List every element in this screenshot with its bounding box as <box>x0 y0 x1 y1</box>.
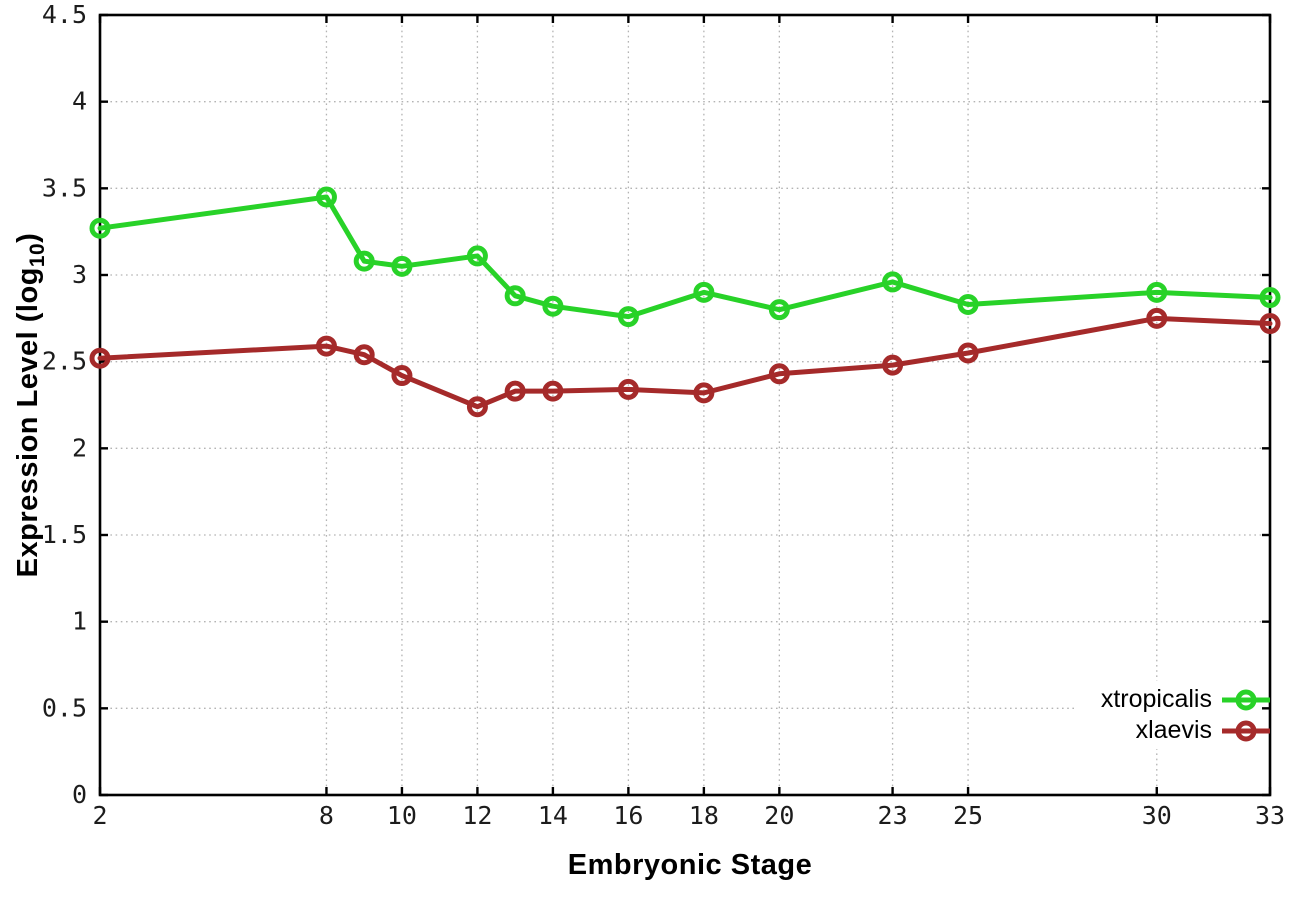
x-tick-label: 14 <box>538 801 568 830</box>
y-axis-title-subscript: 10 <box>25 242 49 268</box>
data-point-xtropicalis <box>353 250 375 272</box>
legend: xtropicalis xlaevis <box>1101 684 1270 746</box>
x-tick-label: 8 <box>319 801 334 830</box>
data-point-xlaevis <box>1146 307 1168 329</box>
data-point-xlaevis <box>617 378 639 400</box>
x-tick-label: 12 <box>462 801 492 830</box>
legend-label-xlaevis: xlaevis <box>1135 716 1212 744</box>
legend-marker-icon <box>1235 720 1257 741</box>
legend-label-xtropicalis: xtropicalis <box>1100 685 1212 713</box>
data-point-xlaevis <box>882 354 904 376</box>
x-tick-label: 16 <box>613 801 643 830</box>
data-point-xtropicalis <box>1146 281 1168 303</box>
data-point-xtropicalis <box>882 271 904 293</box>
data-point-xlaevis <box>466 396 488 418</box>
data-point-xtropicalis <box>693 281 715 303</box>
data-point-xlaevis <box>768 363 790 385</box>
x-tick-label: 23 <box>878 801 908 830</box>
data-point-xlaevis <box>89 347 111 369</box>
data-point-xtropicalis <box>1259 287 1281 309</box>
data-point-xlaevis <box>353 344 375 366</box>
legend-sample-xtropicalis <box>1222 689 1270 710</box>
data-point-xlaevis <box>315 335 337 357</box>
y-tick-label: 4 <box>72 87 87 116</box>
x-tick-label: 2 <box>92 801 107 830</box>
data-point-xtropicalis <box>391 255 413 277</box>
legend-background <box>1074 681 1270 749</box>
y-tick-label: 3.5 <box>42 173 87 202</box>
data-point-xlaevis <box>693 382 715 404</box>
y-tick-label: 0 <box>72 780 87 809</box>
data-point-xlaevis <box>391 365 413 387</box>
legend-item-xtropicalis: xtropicalis <box>1101 684 1270 715</box>
y-axis-title: Expression Level (log10) <box>12 233 50 578</box>
series-line-xlaevis <box>97 315 1273 410</box>
y-tick-label: 4.5 <box>42 0 87 29</box>
data-point-xtropicalis <box>89 217 111 239</box>
legend-marker-icon <box>1235 689 1257 710</box>
y-tick-label: 3 <box>72 260 87 289</box>
data-point-xtropicalis <box>466 245 488 267</box>
y-axis-title-suffix: ) <box>12 232 45 243</box>
data-point-xtropicalis <box>542 295 564 317</box>
plot-border <box>98 13 1272 797</box>
y-tick-label: 1 <box>72 607 87 636</box>
legend-sample-xlaevis <box>1222 720 1270 741</box>
y-tick-label: 1.5 <box>42 520 87 549</box>
x-tick-label: 20 <box>764 801 794 830</box>
x-tick-label: 33 <box>1255 801 1285 830</box>
data-point-xlaevis <box>504 380 526 402</box>
series-line-xtropicalis <box>97 194 1273 320</box>
data-point-xlaevis <box>1259 313 1281 335</box>
data-point-xtropicalis <box>768 299 790 321</box>
x-tick-label: 30 <box>1142 801 1172 830</box>
x-tick-label: 18 <box>689 801 719 830</box>
y-tick-label: 2.5 <box>42 347 87 376</box>
x-tick-label: 25 <box>953 801 983 830</box>
data-point-xtropicalis <box>957 293 979 315</box>
y-tick-label: 0.5 <box>42 693 87 722</box>
y-tick-label: 2 <box>72 433 87 462</box>
data-point-xlaevis <box>542 380 564 402</box>
data-point-xtropicalis <box>315 186 337 208</box>
x-tick-label: 10 <box>387 801 417 830</box>
y-axis-title-text: Expression Level (log <box>12 267 45 578</box>
data-point-xtropicalis <box>617 306 639 328</box>
x-axis-title: Embryonic Stage <box>567 849 813 881</box>
data-point-xtropicalis <box>504 285 526 307</box>
legend-item-xlaevis: xlaevis <box>1101 715 1270 746</box>
data-point-xlaevis <box>957 342 979 364</box>
